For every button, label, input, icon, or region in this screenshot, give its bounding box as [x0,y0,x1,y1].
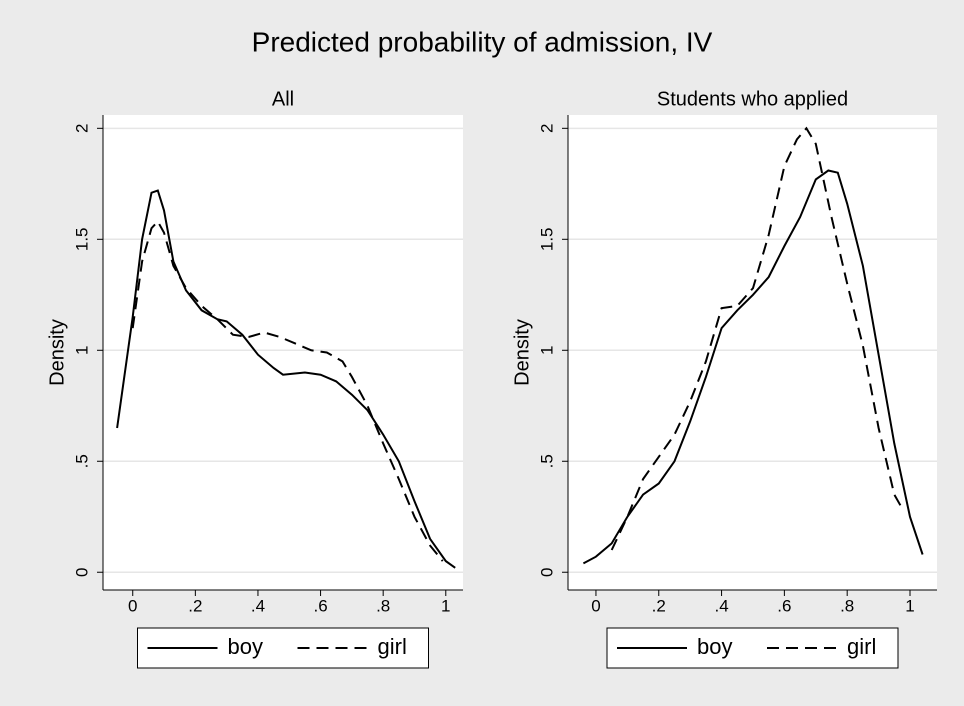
x-tick-label: 1 [905,596,914,615]
series-line [610,126,902,551]
legend-label: boy [697,634,732,659]
y-tick-label: .5 [72,454,91,468]
panel-title: Students who applied [657,88,848,110]
x-tick-label: .8 [376,596,390,615]
legend-label: boy [228,634,263,659]
y-tick-label: 0 [72,568,91,577]
x-tick-label: 0 [591,596,600,615]
x-tick-label: .8 [840,596,854,615]
y-tick-label: 1 [72,346,91,355]
x-tick-label: .6 [313,596,327,615]
plot-area [568,115,937,590]
y-axis-title: Density [511,319,533,386]
x-tick-label: .2 [652,596,666,615]
legend-label: girl [847,634,876,659]
y-tick-label: .5 [537,454,556,468]
x-tick-label: .4 [251,596,265,615]
series-line [131,219,444,562]
series-line [582,169,924,565]
y-axis-title: Density [46,319,68,386]
series-line [116,189,456,569]
x-tick-label: .4 [714,596,728,615]
legend-label: girl [378,634,407,659]
y-tick-label: 1.5 [537,227,556,251]
y-tick-label: 1 [537,346,556,355]
plot-area [103,115,463,590]
panel-title: All [272,88,294,110]
x-tick-label: 0 [128,596,137,615]
x-tick-label: .2 [188,596,202,615]
y-tick-label: 2 [537,124,556,133]
x-tick-label: 1 [441,596,450,615]
x-tick-label: .6 [777,596,791,615]
y-tick-label: 1.5 [72,227,91,251]
y-tick-label: 2 [72,124,91,133]
y-tick-label: 0 [537,568,556,577]
figure-title: Predicted probability of admission, IV [252,26,713,57]
